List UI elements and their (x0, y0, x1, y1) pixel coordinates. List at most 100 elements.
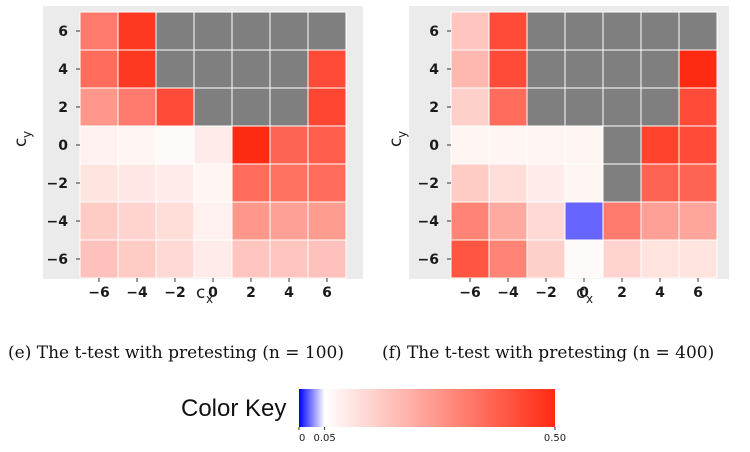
x-tick-label: 0 (579, 285, 589, 301)
y-tick-label: −6 (47, 252, 68, 268)
heatmap-cell (678, 239, 718, 279)
heatmap-cell-missing (564, 87, 604, 127)
y-tick-label: −4 (47, 214, 69, 230)
heatmap-cell-missing (640, 11, 680, 51)
heatmap-cell (678, 163, 718, 203)
heatmap-cell (193, 125, 233, 165)
x-tick-label: 4 (655, 285, 665, 301)
heatmap-cell-missing (678, 11, 718, 51)
heatmap-cell (640, 201, 680, 241)
x-tick-label: 4 (284, 285, 294, 301)
y-axis-label: c (11, 138, 31, 147)
heatmap-cell (564, 201, 604, 241)
heatmap-cell (602, 239, 642, 279)
heatmap-cell (79, 201, 119, 241)
heatmap-cell (450, 49, 490, 89)
heatmap-cell (155, 201, 195, 241)
heatmap-cell (564, 239, 604, 279)
heatmap-cell (79, 87, 119, 127)
y-axis-label: c (386, 138, 406, 147)
heatmap-cell (117, 11, 157, 51)
heatmap-cell (231, 239, 271, 279)
heatmap-cell (117, 125, 157, 165)
y-tick-label: 6 (429, 24, 439, 40)
heatmap-cell-missing (155, 49, 195, 89)
y-tick-label: 4 (58, 62, 68, 78)
heatmap-cell (678, 201, 718, 241)
x-tick-label: −2 (164, 285, 185, 301)
heatmap-cell (450, 125, 490, 165)
heatmap-cell (117, 49, 157, 89)
heatmap-cell (307, 201, 347, 241)
heatmap-panel-e: −6 −4 −2 0 2 4 6 6 4 2 0 −2 −4 −6 c x c y (e) The t-… (8, 6, 363, 363)
heatmap-cell-missing (602, 11, 642, 51)
heatmap-cell-missing (526, 87, 566, 127)
heatmap-cell (488, 163, 528, 203)
heatmap-cell (640, 163, 680, 203)
heatmap-cell-missing (231, 49, 271, 89)
heatmap-cell-missing (155, 11, 195, 51)
heatmap-cell (117, 239, 157, 279)
y-tick-label: 2 (429, 100, 439, 116)
heatmap-cell (602, 201, 642, 241)
x-tick-label: −4 (126, 285, 148, 301)
heatmap-cell-missing (526, 11, 566, 51)
heatmap-cell-missing (602, 125, 642, 165)
heatmap-cell-missing (231, 87, 271, 127)
heatmap-cell (307, 49, 347, 89)
color-key-tick-label: 0 (299, 433, 305, 444)
heatmap-cell (269, 201, 309, 241)
y-tick-label: 4 (429, 62, 439, 78)
heatmap-cell (155, 163, 195, 203)
y-axis-label-subscript: y (20, 131, 34, 138)
y-tick-label: −2 (47, 176, 68, 192)
color-key-gradient (299, 389, 555, 427)
y-tick-label: 0 (429, 138, 439, 154)
heatmap-cell (155, 87, 195, 127)
heatmap-cell-missing (269, 87, 309, 127)
heatmap-cell (79, 163, 119, 203)
heatmap-cell-missing (564, 49, 604, 89)
heatmap-cell (488, 239, 528, 279)
heatmap-cell (231, 201, 271, 241)
heatmap-cell (526, 163, 566, 203)
heatmap-cell-missing (602, 87, 642, 127)
heatmap-cell-missing (193, 11, 233, 51)
y-tick-label: −2 (418, 176, 439, 192)
heatmap-cell (678, 125, 718, 165)
heatmap-cell-missing (193, 49, 233, 89)
panel-caption-f: (f) The t-test with pretesting (n = 400) (382, 343, 714, 363)
heatmap-cell (155, 239, 195, 279)
x-tick-label: 2 (246, 285, 256, 301)
heatmap-cell (488, 11, 528, 51)
heatmap-cell (488, 125, 528, 165)
heatmap-cell (307, 87, 347, 127)
heatmap-cell-missing (193, 87, 233, 127)
heatmap-cell-missing (269, 49, 309, 89)
heatmap-cell (231, 163, 271, 203)
y-tick-label: −4 (418, 214, 440, 230)
heatmap-cell (488, 201, 528, 241)
heatmap-cell (79, 239, 119, 279)
heatmap-cell (488, 87, 528, 127)
heatmap-cell (640, 239, 680, 279)
heatmap-cell-missing (640, 87, 680, 127)
heatmap-cell-missing (602, 163, 642, 203)
heatmap-cell (678, 87, 718, 127)
heatmap-cell (678, 49, 718, 89)
heatmap-cell-missing (602, 49, 642, 89)
heatmap-cell (117, 87, 157, 127)
heatmap-cell (450, 163, 490, 203)
heatmap-cell (193, 239, 233, 279)
heatmap-cell (450, 11, 490, 51)
heatmap-cell (269, 239, 309, 279)
heatmap-cell-missing (640, 49, 680, 89)
y-tick-label: 0 (58, 138, 68, 154)
heatmap-cell-missing (231, 11, 271, 51)
color-key-tick-label: 0.05 (313, 433, 335, 444)
heatmap-cell (269, 125, 309, 165)
x-tick-label: −4 (497, 285, 519, 301)
heatmap-cell (79, 125, 119, 165)
color-key-title: Color Key (181, 395, 286, 422)
